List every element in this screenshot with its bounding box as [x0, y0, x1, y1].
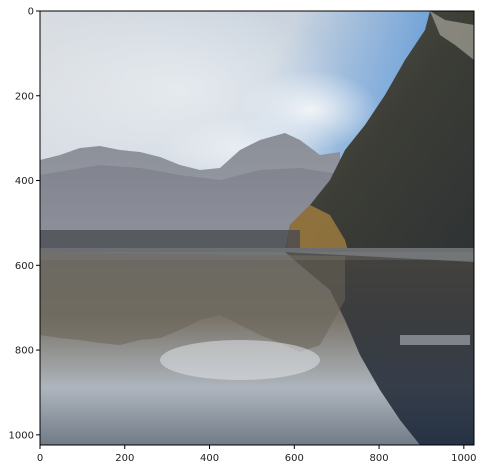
y-axis: 0 200 400 600 800 1000: [9, 7, 40, 442]
y-tick-label: 600: [15, 261, 34, 272]
y-tick-label: 1000: [9, 430, 34, 441]
x-tick-label: 600: [285, 453, 304, 464]
photo-image: [10, 0, 474, 448]
x-tick-label: 1000: [451, 453, 476, 464]
y-tick-label: 800: [15, 346, 34, 357]
y-tick-label: 0: [28, 7, 34, 18]
y-tick-label: 200: [15, 91, 34, 102]
x-tick-label: 200: [115, 453, 134, 464]
x-axis: 0 200 400 600 800 1000: [37, 445, 477, 464]
x-tick-label: 400: [200, 453, 219, 464]
x-tick-label: 800: [370, 453, 389, 464]
y-tick-label: 400: [15, 176, 34, 187]
x-tick-label: 0: [37, 453, 43, 464]
